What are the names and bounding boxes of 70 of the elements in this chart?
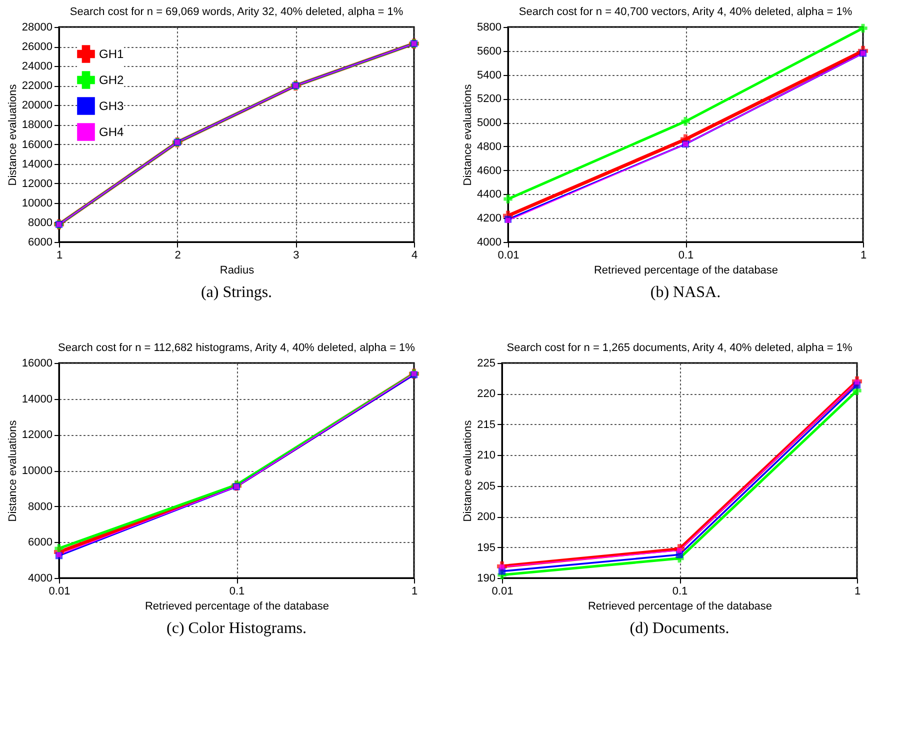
legend-label: GH4: [99, 125, 124, 139]
y-tick-label: 10000: [22, 465, 52, 477]
x-tick-label: 0.1: [678, 250, 694, 262]
y-tick-label: 16000: [22, 138, 52, 151]
y-tick-label: 18000: [22, 119, 52, 132]
y-tick-label: 4800: [477, 140, 502, 153]
y-tick-label: 16000: [22, 358, 52, 370]
y-axis-title: Distance evaluations: [6, 84, 19, 186]
y-tick-label: 14000: [22, 393, 52, 406]
legend-label: GH1: [99, 47, 124, 61]
y-tick-label: 200: [477, 511, 496, 524]
y-tick-label: 5400: [477, 69, 502, 82]
y-tick-label: 4400: [477, 188, 502, 201]
x-tick-label: 2: [174, 250, 181, 262]
y-tick-label: 8000: [28, 216, 52, 229]
x-tick-label: 1: [854, 586, 861, 598]
y-tick-label: 12000: [22, 178, 52, 190]
y-tick-label: 4600: [477, 164, 502, 177]
y-tick-label: 4000: [477, 236, 502, 248]
y-tick-label: 4200: [477, 212, 502, 225]
y-tick-label: 10000: [22, 197, 52, 210]
y-tick-label: 24000: [22, 60, 52, 73]
y-tick-label: 14000: [22, 158, 52, 170]
x-tick-label: 0.01: [492, 586, 514, 598]
x-tick-label: 3: [293, 250, 300, 262]
y-tick-label: 210: [477, 450, 496, 462]
y-axis-title: Distance evaluations: [462, 420, 474, 522]
x-axis-title: Retrieved percentage of the database: [144, 600, 330, 612]
legend-label: GH2: [99, 73, 124, 87]
y-tick-label: 22000: [22, 80, 52, 92]
y-tick-label: 4000: [28, 572, 52, 584]
text: (c) Color Histograms.: [166, 620, 306, 637]
text: (a) Strings.: [200, 284, 272, 301]
y-tick-label: 20000: [22, 100, 52, 112]
y-axis-title: Distance evaluations: [462, 84, 474, 186]
y-tick-label: 28000: [22, 22, 52, 34]
y-tick-label: 6000: [28, 536, 52, 549]
y-tick-label: 205: [477, 480, 496, 492]
y-tick-label: 8000: [28, 500, 52, 513]
chart-title: Search cost for n = 40,700 vectors, Arity 4, 40% deleted, alpha = 1%: [518, 6, 852, 18]
x-tick-label: 1: [860, 250, 867, 262]
y-axis-title: Distance evaluations: [6, 420, 19, 522]
y-tick-label: 190: [477, 572, 496, 584]
x-axis-title: Radius: [220, 264, 255, 276]
x-tick-label: 0.1: [672, 586, 688, 598]
y-tick-label: 195: [477, 542, 496, 554]
text: (b) NASA.: [650, 284, 721, 301]
x-tick-label: 0.01: [48, 586, 70, 598]
y-tick-label: 5000: [477, 117, 502, 130]
y-tick-label: 12000: [22, 429, 52, 442]
x-axis-title: Retrieved percentage of the database: [588, 600, 772, 612]
y-tick-label: 5200: [477, 93, 502, 106]
x-tick-label: 0.01: [498, 250, 520, 262]
legend-label: GH3: [99, 99, 124, 113]
y-tick-label: 215: [477, 418, 496, 431]
text: (d) Documents.: [630, 620, 730, 637]
x-tick-label: 1: [411, 586, 418, 598]
y-tick-label: 225: [477, 358, 496, 370]
y-tick-label: 26000: [22, 41, 52, 54]
x-axis-title: Retrieved percentage of the database: [594, 264, 778, 276]
x-tick-label: 0.1: [229, 586, 245, 598]
chart-title: Search cost for n = 69,069 words, Arity 32, 40% deleted, alpha = 1%: [70, 6, 404, 18]
x-tick-label: 1: [56, 250, 63, 262]
chart-title: Search cost for n = 1,265 documents, Arity 4, 40% deleted, alpha = 1%: [506, 342, 852, 354]
y-tick-label: 5800: [477, 22, 502, 34]
y-tick-label: 220: [477, 388, 496, 400]
y-tick-label: 5600: [477, 45, 502, 58]
chart-title: Search cost for n = 112,682 histograms, Arity 4, 40% deleted, alpha = 1%: [58, 342, 416, 354]
y-tick-label: 6000: [28, 236, 52, 248]
x-tick-label: 4: [411, 250, 418, 262]
